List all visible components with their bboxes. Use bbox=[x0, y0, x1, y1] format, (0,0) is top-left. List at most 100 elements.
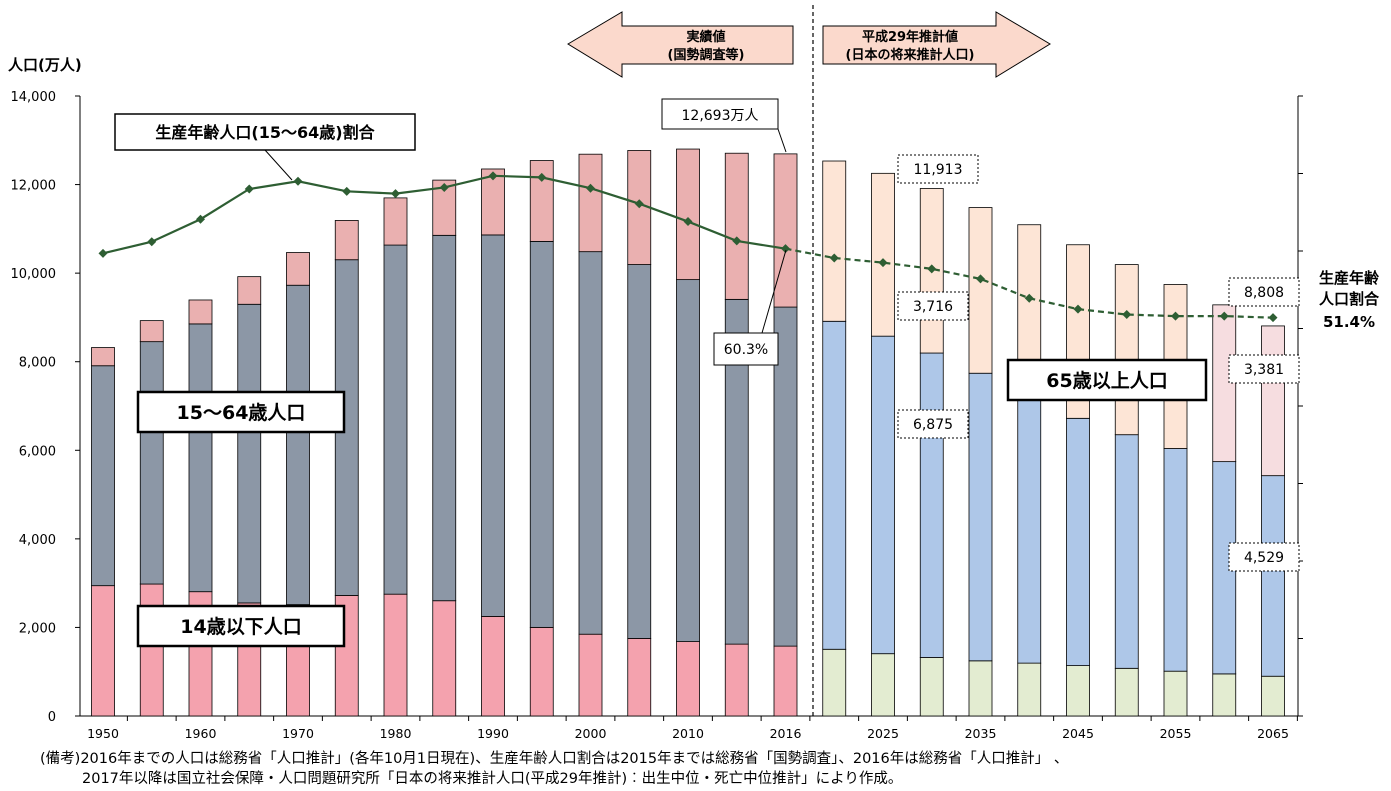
ratio-point bbox=[1122, 310, 1132, 320]
callout-working-2065-text: 4,529 bbox=[1244, 550, 1284, 566]
ratio-point bbox=[634, 199, 644, 209]
bar-segment bbox=[1261, 675, 1285, 717]
y-tick-label: 6,000 bbox=[19, 444, 56, 459]
bar-segment bbox=[432, 179, 457, 236]
bar-segment bbox=[481, 616, 505, 717]
elderly-label: 65歳以上人口 bbox=[1046, 370, 1167, 392]
ratio-point bbox=[293, 176, 303, 186]
ratio-point bbox=[1219, 311, 1229, 321]
bar-segment bbox=[871, 335, 895, 655]
bar-segment bbox=[676, 641, 700, 717]
x-tick-label: 1970 bbox=[282, 726, 314, 741]
x-tick-label: 2016 bbox=[770, 726, 802, 741]
ratio-point bbox=[976, 274, 985, 284]
bar-segment bbox=[1212, 673, 1237, 717]
bar-segment bbox=[383, 244, 408, 595]
bar-segment bbox=[1066, 665, 1090, 717]
bar-segment bbox=[1017, 397, 1042, 664]
y-tick-label: 2,000 bbox=[19, 621, 56, 636]
bar-segment bbox=[871, 653, 895, 717]
ratio-point bbox=[244, 184, 254, 194]
projection-arrow-line2: (日本の将来推計人口) bbox=[846, 47, 975, 63]
x-tick-label: 1950 bbox=[87, 726, 119, 741]
working-label-box: 15〜64歳人口 bbox=[136, 390, 346, 434]
callout-total-2016-text: 12,693万人 bbox=[682, 108, 759, 124]
bar-segment bbox=[919, 352, 944, 658]
bar-segment bbox=[822, 160, 847, 322]
bar-segment bbox=[139, 320, 164, 343]
projection-arrow: 平成29年推計値 (日本の将来推計人口) bbox=[822, 11, 1051, 78]
y-tick-labels: 0 2,000 4,000 6,000 8,000 10,000 12,000 14,000 bbox=[11, 90, 80, 725]
bar-segment bbox=[578, 633, 603, 717]
callout-working-2030: 6,875 bbox=[897, 409, 969, 439]
bar-segment bbox=[1261, 475, 1285, 677]
y-tick-label: 12,000 bbox=[11, 179, 57, 194]
projection-arrow-line1: 平成29年推計値 bbox=[862, 29, 958, 45]
ratio-point bbox=[1024, 293, 1034, 303]
bar-segment bbox=[1114, 667, 1139, 717]
callout-elderly-2065: 3,381 bbox=[1228, 354, 1300, 384]
actual-arrow-line2: (国勢調査等) bbox=[668, 47, 745, 63]
bar-segment bbox=[919, 657, 944, 717]
callout-total-2030: 11,913 bbox=[897, 154, 979, 184]
ratio-point bbox=[1268, 313, 1278, 323]
bar-segment bbox=[383, 593, 408, 717]
bar-segment bbox=[968, 372, 993, 662]
x-tick-label: 2055 bbox=[1160, 726, 1192, 741]
y-tick-label: 10,000 bbox=[11, 267, 57, 282]
bar-segment bbox=[139, 341, 164, 585]
bar-segment bbox=[529, 626, 554, 717]
bar-segment bbox=[91, 585, 115, 717]
actual-arrow: 実績値 (国勢調査等) bbox=[567, 11, 794, 78]
y-tick-label: 4,000 bbox=[19, 533, 56, 548]
ratio-point bbox=[98, 248, 108, 258]
bar-segment bbox=[578, 251, 603, 635]
bar-segment bbox=[188, 299, 213, 325]
ratio-label: 生産年齢人口(15〜64歳)割合 bbox=[155, 123, 375, 142]
bar-segment bbox=[676, 148, 700, 281]
bar-segment bbox=[91, 365, 115, 587]
working-label: 15〜64歳人口 bbox=[177, 402, 306, 424]
bar-segment bbox=[1163, 670, 1188, 717]
bar-segment bbox=[822, 320, 847, 650]
ratio-point bbox=[196, 214, 205, 224]
bar-segment bbox=[188, 323, 213, 593]
y-axis-title: 人口(万人) bbox=[8, 56, 82, 74]
bar-segment bbox=[773, 645, 798, 717]
x-tick-label: 1990 bbox=[477, 726, 509, 741]
bar-segment bbox=[1114, 264, 1139, 436]
bar-segment bbox=[529, 240, 554, 628]
x-tick-label: 2045 bbox=[1062, 726, 1094, 741]
bar-segment bbox=[383, 197, 408, 246]
y-tick-label: 14,000 bbox=[11, 90, 57, 105]
bar-segment bbox=[286, 284, 310, 606]
bar-segment bbox=[237, 303, 262, 604]
ratio-point bbox=[488, 171, 498, 181]
bar-segment bbox=[968, 207, 993, 374]
bar-segment bbox=[286, 252, 310, 286]
ratio-point bbox=[878, 258, 888, 268]
ratio-point bbox=[829, 253, 839, 263]
ratio-point bbox=[927, 264, 937, 274]
ratio-point bbox=[537, 172, 547, 182]
x-tick-label: 1980 bbox=[380, 726, 412, 741]
bar-segment bbox=[1163, 448, 1188, 672]
bar-segment bbox=[773, 153, 798, 308]
bar-segment bbox=[968, 660, 993, 717]
bar-segment bbox=[481, 234, 505, 617]
x-tick-label: 2035 bbox=[965, 726, 997, 741]
bar-segment bbox=[1017, 662, 1042, 717]
bar-segment bbox=[822, 648, 847, 717]
x-tick-label: 1960 bbox=[185, 726, 217, 741]
note-line2: 2017年以降は国立社会保障・人口問題研究所「日本の将来推計人口(平成29年推計… bbox=[82, 771, 903, 787]
bar-segment bbox=[481, 168, 505, 236]
x-tick-label: 2000 bbox=[575, 726, 607, 741]
ratio-point bbox=[781, 244, 790, 254]
bar-segment bbox=[1261, 325, 1285, 477]
ratio-line bbox=[98, 171, 1278, 323]
ratio-point bbox=[683, 217, 693, 227]
ratio-point bbox=[1171, 311, 1180, 321]
callout-total-2065-text: 8,808 bbox=[1244, 285, 1284, 301]
callout-total-2065: 8,808 bbox=[1228, 277, 1300, 307]
bar-segment bbox=[724, 643, 749, 717]
